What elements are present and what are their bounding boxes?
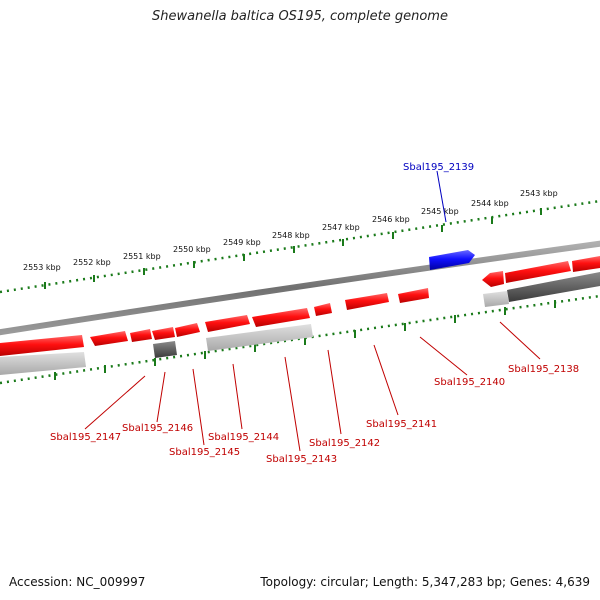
gene-label[interactable]: Sbal195_2138	[508, 364, 579, 375]
accession-text: Accession: NC_009997	[9, 575, 146, 589]
gene-label[interactable]: Sbal195_2147	[50, 432, 121, 443]
map-title: Shewanella baltica OS195, complete genom…	[152, 9, 448, 24]
gene-label[interactable]: Sbal195_2141	[366, 419, 437, 430]
lower-major-ticks	[54, 300, 556, 380]
grey-bar	[153, 341, 177, 358]
genome-summary-text: Topology: circular; Length: 5,347,283 bp…	[260, 575, 590, 589]
gene-sbal195-2139[interactable]	[429, 250, 475, 270]
gene-label[interactable]: Sbal195_2145	[169, 447, 240, 458]
gene-arrow	[0, 335, 84, 356]
grey-bar	[206, 324, 313, 351]
grey-bar	[483, 291, 509, 307]
gene-arrow	[205, 315, 250, 332]
upper-major-ticks	[44, 208, 542, 289]
gene-arrow	[345, 293, 389, 310]
kbp-labels: 2543 kbp 2544 kbp 2545 kbp 2546 kbp 2547…	[23, 189, 558, 272]
gene-arrow	[130, 329, 152, 342]
kbp-label: 2550 kbp	[173, 245, 211, 254]
lower-scale-track	[0, 294, 600, 385]
gene-arrow	[572, 256, 600, 272]
genome-backbone	[0, 240, 600, 336]
gene-arrow	[152, 327, 175, 340]
gene-label[interactable]: Sbal195_2144	[208, 432, 279, 443]
kbp-label: 2545 kbp	[421, 207, 459, 216]
kbp-label: 2551 kbp	[123, 252, 161, 261]
grey-features	[0, 272, 600, 375]
gene-arrow	[90, 331, 128, 346]
grey-bar	[507, 272, 600, 302]
gene-arrow	[252, 308, 310, 327]
gene-arrow	[482, 271, 504, 287]
gene-arrows	[0, 256, 600, 356]
kbp-label: 2553 kbp	[23, 263, 61, 272]
kbp-label: 2546 kbp	[372, 215, 410, 224]
grey-bar	[0, 352, 86, 375]
kbp-label: 2547 kbp	[322, 223, 360, 232]
gene-arrow	[175, 323, 200, 337]
kbp-label: 2544 kbp	[471, 199, 509, 208]
upper-scale-track	[0, 199, 600, 294]
leader-line	[436, 170, 447, 223]
gene-label[interactable]: Sbal195_2140	[434, 377, 505, 388]
gene-label[interactable]: Sbal195_2142	[309, 438, 380, 449]
leader-lines	[84, 321, 541, 452]
gene-label-sbal195-2139[interactable]: Sbal195_2139	[403, 162, 474, 173]
gene-arrow	[398, 288, 429, 303]
gene-label[interactable]: Sbal195_2146	[122, 423, 193, 434]
gene-label[interactable]: Sbal195_2143	[266, 454, 337, 465]
kbp-label: 2549 kbp	[223, 238, 261, 247]
kbp-label: 2543 kbp	[520, 189, 558, 198]
gene-arrow	[505, 261, 571, 283]
gene-arrow	[314, 303, 332, 316]
kbp-label: 2548 kbp	[272, 231, 310, 240]
kbp-label: 2552 kbp	[73, 258, 111, 267]
